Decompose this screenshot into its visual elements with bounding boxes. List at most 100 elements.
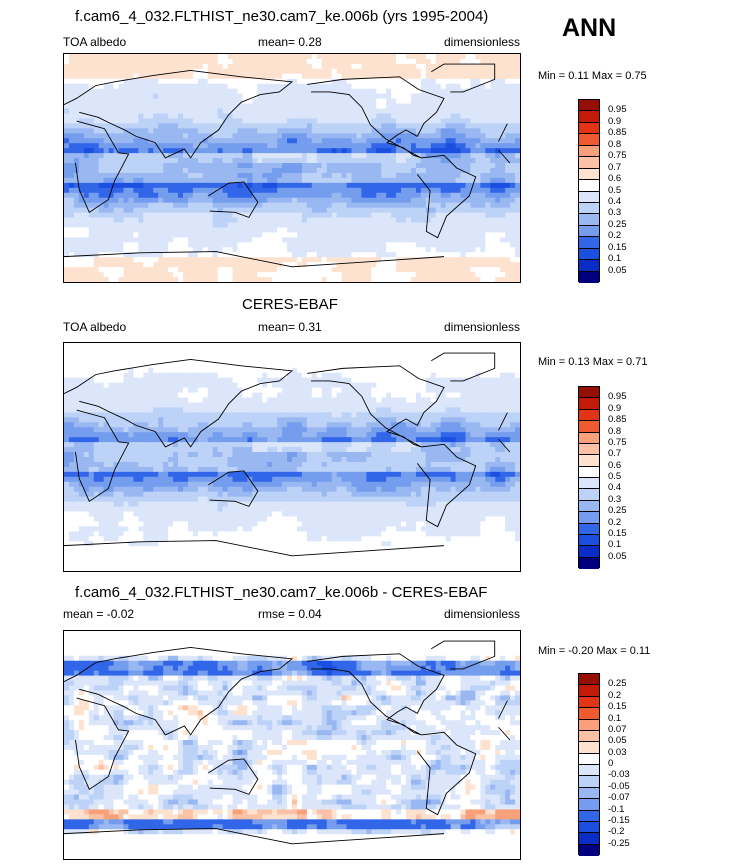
- map-cell: [341, 172, 348, 179]
- map-cell: [138, 222, 144, 229]
- panel-1-map-canvas: [64, 54, 520, 282]
- map-cell: [515, 227, 520, 234]
- map-cell: [480, 93, 486, 100]
- map-cell: [222, 158, 229, 164]
- map-cell: [267, 212, 273, 219]
- map-cell: [495, 362, 501, 369]
- map-cell: [376, 367, 382, 374]
- map-cell: [381, 242, 387, 248]
- map-cell: [138, 133, 144, 139]
- map-cell: [212, 98, 219, 105]
- map-cell: [301, 207, 308, 214]
- map-cell: [153, 133, 159, 139]
- map-cell: [267, 54, 273, 60]
- colorbar-swatch: [579, 225, 599, 238]
- map-cell: [351, 168, 358, 174]
- map-cell: [88, 192, 95, 199]
- map-cell: [108, 158, 115, 164]
- map-cell: [435, 202, 442, 209]
- map-cell: [133, 227, 139, 234]
- map-cell: [396, 153, 402, 159]
- map-cell: [287, 103, 293, 110]
- map-cell: [272, 153, 278, 159]
- map-cell: [282, 168, 288, 174]
- map-cell: [163, 182, 169, 189]
- map-cell: [173, 73, 179, 80]
- map-cell: [331, 247, 338, 253]
- map-cell: [242, 227, 248, 234]
- map-cell: [158, 372, 164, 379]
- map-cell: [287, 172, 293, 179]
- map-cell: [341, 88, 348, 95]
- map-cell: [470, 357, 476, 364]
- map-cell: [420, 242, 427, 248]
- map-cell: [252, 247, 258, 253]
- map-cell: [445, 83, 452, 90]
- map-cell: [88, 177, 95, 184]
- map-cell: [232, 352, 239, 359]
- map-cell: [222, 58, 229, 65]
- map-cell: [415, 257, 422, 263]
- map-cell: [371, 257, 377, 263]
- map-cell: [88, 54, 95, 60]
- map-cell: [500, 143, 506, 149]
- map-cell: [406, 362, 412, 369]
- map-cell: [98, 232, 105, 238]
- map-cell: [480, 212, 486, 219]
- map-cell: [351, 252, 358, 258]
- map-cell: [173, 68, 179, 75]
- map-cell: [227, 73, 234, 80]
- map-cell: [430, 227, 437, 234]
- map-cell: [455, 352, 462, 359]
- map-cell: [282, 177, 288, 184]
- map-cell: [197, 237, 204, 243]
- map-cell: [148, 247, 154, 253]
- map-cell: [455, 257, 462, 263]
- map-cell: [415, 372, 422, 379]
- map-cell: [510, 128, 516, 134]
- map-cell: [212, 242, 219, 248]
- map-cell: [123, 207, 130, 214]
- map-cell: [68, 58, 75, 65]
- map-cell: [336, 372, 343, 379]
- map-cell: [296, 133, 303, 139]
- map-cell: [158, 343, 164, 349]
- map-cell: [495, 118, 501, 124]
- map-cell: [445, 202, 452, 209]
- map-cell: [316, 192, 323, 199]
- map-cell: [306, 113, 313, 120]
- map-cell: [207, 73, 214, 80]
- map-cell: [118, 212, 125, 219]
- map-cell: [381, 207, 387, 214]
- map-cell: [500, 78, 506, 85]
- map-cell: [386, 128, 392, 134]
- map-cell: [187, 242, 194, 248]
- map-cell: [420, 78, 427, 85]
- map-cell: [366, 153, 372, 159]
- map-cell: [331, 377, 338, 384]
- map-cell: [361, 68, 367, 75]
- map-cell: [143, 212, 149, 219]
- map-cell: [237, 242, 244, 248]
- map-cell: [247, 63, 253, 70]
- map-cell: [247, 267, 253, 273]
- map-cell: [197, 247, 204, 253]
- map-cell: [197, 352, 204, 359]
- map-cell: [371, 118, 377, 124]
- map-cell: [173, 172, 179, 179]
- map-cell: [321, 133, 328, 139]
- map-cell: [257, 222, 263, 229]
- map-cell: [118, 168, 125, 174]
- map-cell: [98, 267, 105, 273]
- map-cell: [346, 148, 353, 154]
- map-cell: [445, 343, 452, 349]
- map-cell: [247, 357, 253, 364]
- map-cell: [103, 93, 110, 100]
- map-cell: [178, 177, 184, 184]
- map-cell: [406, 58, 412, 65]
- map-cell: [425, 347, 432, 354]
- map-cell: [440, 187, 447, 194]
- map-cell: [455, 168, 462, 174]
- map-cell: [460, 252, 467, 258]
- season-label: ANN: [562, 14, 617, 42]
